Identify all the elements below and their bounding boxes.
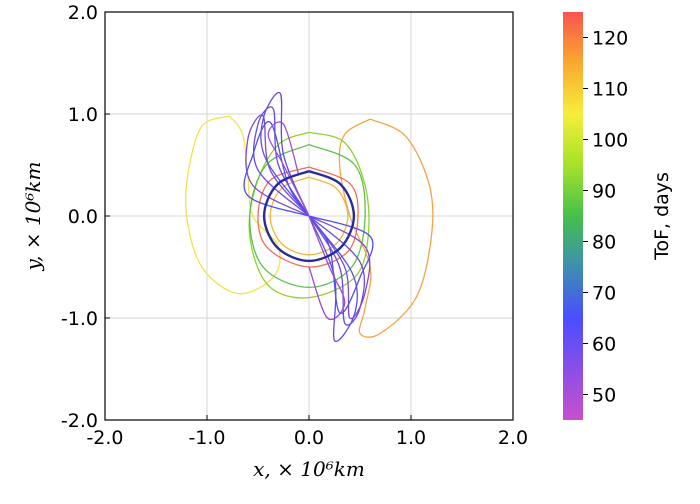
x-ticks: -2.0 -1.0 0.0 1.0 2.0 [86,415,528,449]
trajectory-series [338,118,434,338]
trajectory-series [308,215,346,321]
trajectory-series [257,166,359,268]
x-tick-label: 1.0 [396,427,426,449]
trajectory-series [308,215,366,326]
trajectory-series [308,215,374,315]
y-tick-label: 1.0 [68,104,98,126]
colorbar-label: ToF, days [651,172,673,261]
colorbar-tick-label: 90 [592,181,616,203]
trajectory-series [243,120,310,217]
colorbar-ticks: 50 60 70 80 90 100 110 120 [583,28,628,407]
colorbar-tick-label: 110 [592,79,628,101]
y-ticks: -2.0 -1.0 0.0 1.0 2.0 [61,2,110,432]
x-axis-label: x, × 10⁶km [253,457,365,481]
colorbar-tick-label: 100 [592,130,628,152]
x-tick-label: 0.0 [294,427,324,449]
trajectory-series [245,114,310,217]
colorbar-tick-label: 60 [592,334,616,356]
y-tick-label: -2.0 [61,410,98,432]
trajectory-series [308,215,371,320]
trajectory-series [260,91,310,217]
trajectory-series [262,169,356,263]
x-tick-label: -1.0 [188,427,225,449]
y-tick-label: -1.0 [61,308,98,330]
colorbar-tick-label: 70 [592,283,616,305]
x-tick-label: -2.0 [86,427,123,449]
trajectory-curves [184,91,434,343]
y-tick-label: 0.0 [68,206,98,228]
y-axis-label: y, × 10⁶km [21,161,45,271]
trajectory-series [269,176,349,256]
x-tick-label: 2.0 [498,427,528,449]
trajectory-series [252,106,310,217]
trajectory-series [267,121,310,217]
colorbar [563,12,583,420]
colorbar-tick-label: 120 [592,28,628,50]
y-tick-label: 2.0 [68,2,98,24]
colorbar-tick-label: 50 [592,385,616,407]
trajectory-series [249,143,366,289]
colorbar-tick-label: 80 [592,232,616,254]
trajectory-series [308,215,358,343]
